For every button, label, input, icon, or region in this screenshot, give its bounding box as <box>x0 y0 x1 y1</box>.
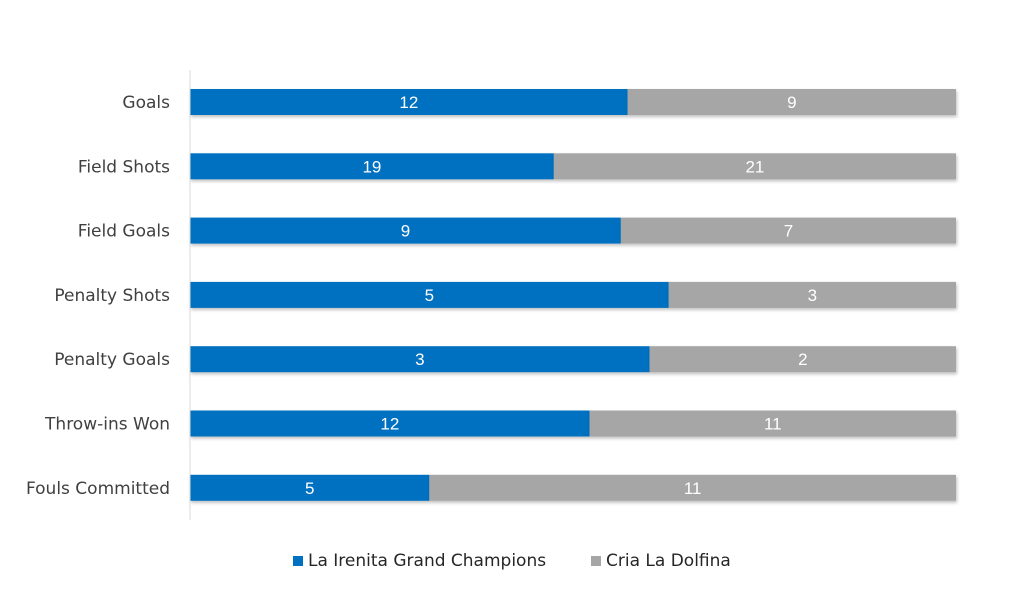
category-label-6: Fouls Committed <box>26 479 170 499</box>
data-label-series2-4: 2 <box>798 350 807 369</box>
bar-series2-1 <box>553 153 956 180</box>
data-label-series2-0: 9 <box>787 93 796 112</box>
category-label-2: Field Goals <box>78 222 170 242</box>
data-label-series2-3: 3 <box>808 286 817 305</box>
bar-series2-3 <box>668 281 956 308</box>
legend-label-2: Cria La Dolfina <box>606 551 731 571</box>
data-label-series2-1: 21 <box>745 157 764 176</box>
bar-series1-3 <box>190 281 669 308</box>
bars-group <box>190 89 956 501</box>
category-label-1: Field Shots <box>78 157 170 177</box>
category-labels: Goals Field Shots Field Goals Penalty Shots… <box>26 93 170 499</box>
data-label-series2-2: 7 <box>784 222 793 241</box>
legend-label-1: La Irenita Grand Champions <box>308 551 546 571</box>
data-label-series2-6: 11 <box>684 479 702 498</box>
bar-series1-4 <box>190 346 650 373</box>
bar-series2-2 <box>620 217 956 244</box>
data-label-series1-5: 12 <box>380 415 399 434</box>
data-label-series1-4: 3 <box>415 350 424 369</box>
bar-series1-6 <box>190 474 430 501</box>
bar-series2-0 <box>627 89 956 115</box>
bar-series1-2 <box>190 217 621 244</box>
category-label-4: Penalty Goals <box>54 350 170 370</box>
bar-series1-5 <box>190 410 590 437</box>
data-label-series1-0: 12 <box>399 93 418 112</box>
bar-series1-1 <box>190 153 554 180</box>
data-label-series1-1: 19 <box>362 157 381 176</box>
category-label-3: Penalty Shots <box>54 286 170 306</box>
bar-series2-6 <box>429 474 956 501</box>
data-label-series1-6: 5 <box>305 479 314 498</box>
legend-swatch-1 <box>293 556 303 566</box>
data-label-series1-2: 9 <box>401 222 410 241</box>
legend: La Irenita Grand Champions Cria La Dolfin… <box>293 551 731 571</box>
data-label-series2-5: 11 <box>764 415 782 434</box>
category-label-0: Goals <box>122 93 170 113</box>
data-label-series1-3: 5 <box>425 286 434 305</box>
bar-series1-0 <box>190 89 628 115</box>
bar-series2-5 <box>589 410 956 437</box>
legend-swatch-2 <box>591 556 601 566</box>
bar-series2-4 <box>649 346 956 373</box>
data-labels: 12 9 19 21 9 7 5 3 3 2 12 11 5 11 <box>305 93 817 498</box>
category-label-5: Throw-ins Won <box>44 415 170 435</box>
